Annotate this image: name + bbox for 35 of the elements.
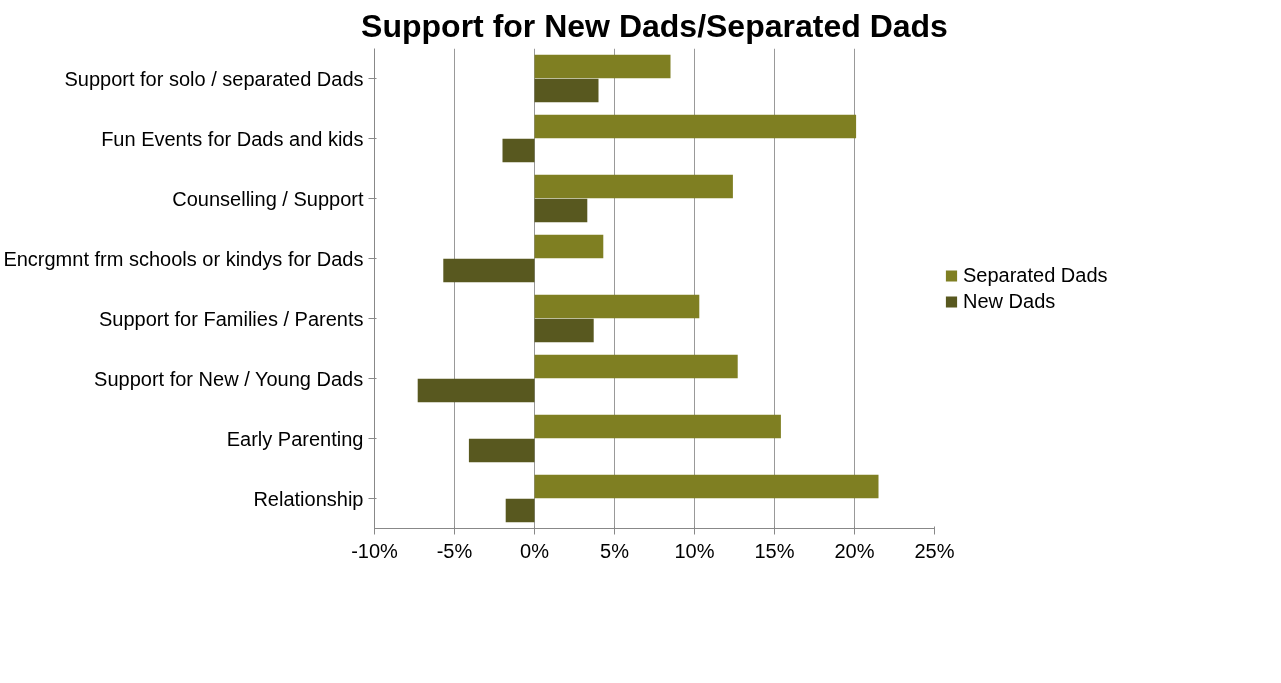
y-tick-label: Relationship [253,487,364,510]
y-tick-label: Early Parenting [226,427,364,450]
x-tick-label: 25% [914,539,955,562]
x-tick-label: 15% [754,539,795,562]
bar [534,318,594,343]
bar [534,54,671,79]
bar [443,258,535,283]
chart-title: Support for New Dads/Separated Dads [361,7,948,44]
bar [534,114,857,139]
bar [534,474,879,499]
x-tick-label: 0% [520,539,550,562]
x-tick-label: -10% [351,539,399,562]
bar [534,174,733,199]
y-tick-label: Encrgmnt frm schools or kindys for Dads [3,247,364,270]
bar [505,498,535,523]
x-tick-label: -5% [436,539,473,562]
y-tick-label: Support for solo / separated Dads [64,67,364,90]
y-tick-label: Counselling / Support [172,187,364,210]
bar [502,138,535,163]
y-tick-label: Support for New / Young Dads [94,367,364,390]
bar [534,354,738,379]
bar [468,438,535,463]
x-tick-label: 10% [674,539,715,562]
x-tick-label: 5% [600,539,630,562]
y-tick-label: Support for Families / Parents [98,307,364,330]
bar [534,294,700,319]
legend-label: New Dads [963,289,1056,313]
bar [534,198,588,223]
x-tick-label: 20% [834,539,875,562]
bar [534,234,604,259]
legend-label: Separated Dads [963,263,1108,287]
bar [534,78,599,103]
bar [417,378,535,403]
bar [534,414,781,439]
y-tick-label: Fun Events for Dads and kids [101,127,364,150]
